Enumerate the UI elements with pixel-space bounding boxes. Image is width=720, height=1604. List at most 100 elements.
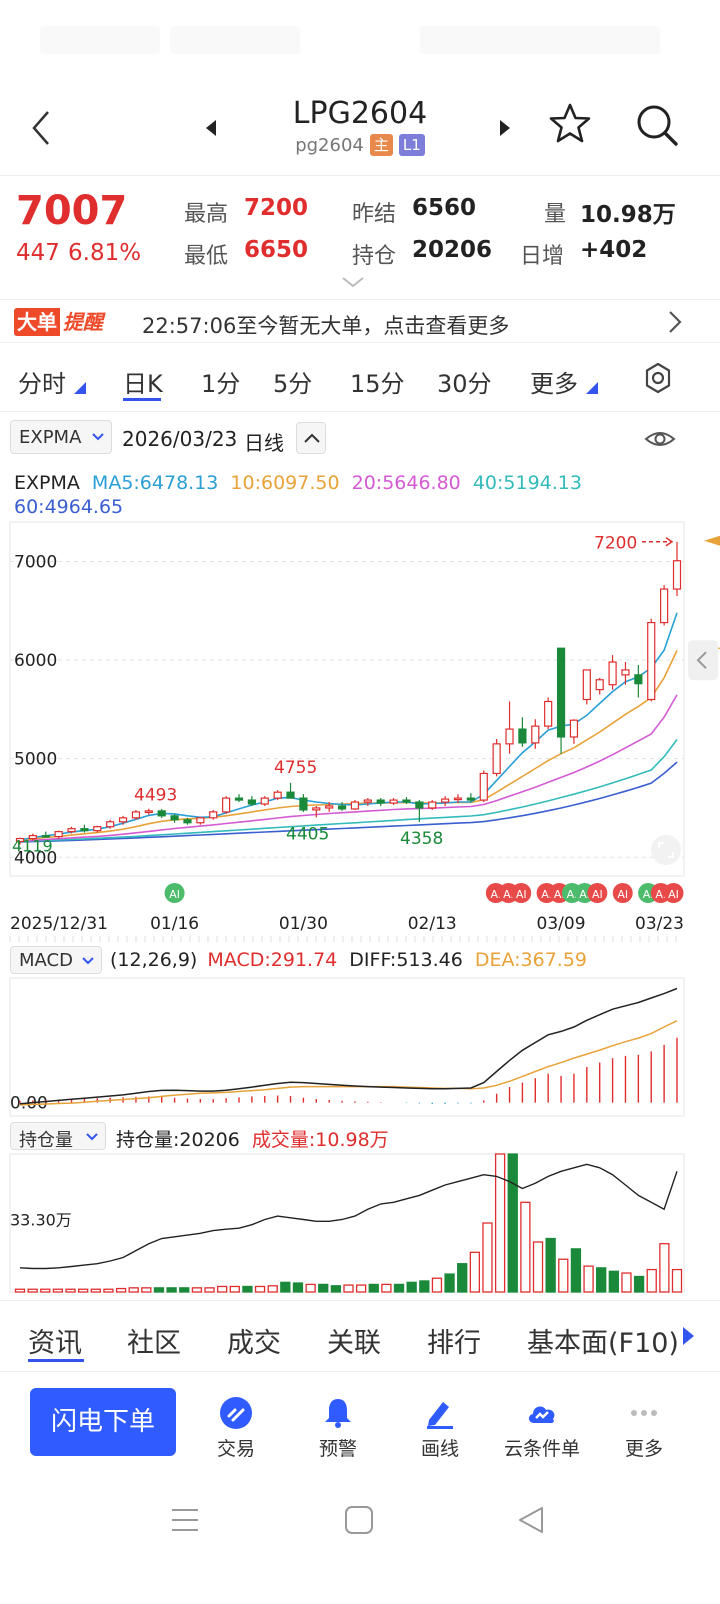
back-nav-icon[interactable] xyxy=(516,1504,546,1536)
trade-button[interactable]: 交易 xyxy=(188,1396,284,1461)
more-actions-button[interactable]: 更多 xyxy=(596,1396,692,1461)
high-annotation: 7200 xyxy=(594,534,637,554)
candle-body xyxy=(312,807,321,811)
oi-select[interactable]: 持仓量 xyxy=(10,1122,106,1151)
low-label: 最低 xyxy=(184,244,229,269)
collapse-button[interactable] xyxy=(296,422,326,454)
candle-body xyxy=(544,700,553,727)
candle-body xyxy=(222,797,231,813)
candle xyxy=(389,798,398,806)
tabs-scroll-right[interactable] xyxy=(680,1325,696,1351)
contract-title: LPG2604 xyxy=(292,96,428,131)
tab-news[interactable]: 资讯 xyxy=(28,1328,82,1359)
candle-body xyxy=(505,728,514,745)
candle-body xyxy=(428,801,437,809)
ai-badge-label: AI xyxy=(579,888,590,901)
volume-bar xyxy=(457,1263,468,1293)
menu-icon[interactable] xyxy=(170,1504,200,1536)
candle xyxy=(660,585,669,626)
back-button[interactable] xyxy=(22,104,62,152)
status-time-placeholder xyxy=(40,26,160,54)
chart-date: 2026/03/23 xyxy=(122,427,238,451)
volume-bar xyxy=(204,1287,215,1293)
flash-order-button[interactable]: 闪电下单 xyxy=(30,1388,176,1456)
ma20-line xyxy=(19,694,678,842)
candle-body xyxy=(569,719,579,738)
ai-badge[interactable] xyxy=(587,883,608,903)
ai-badge[interactable] xyxy=(164,883,185,903)
chevron-up-icon xyxy=(304,433,320,443)
candle xyxy=(234,794,244,803)
tab-related[interactable]: 关联 xyxy=(327,1328,381,1359)
triangle-right-icon xyxy=(683,1327,694,1345)
candle-body xyxy=(441,798,450,803)
candle xyxy=(28,833,37,841)
candle-body xyxy=(170,815,179,821)
y-tick-label: 7000 xyxy=(14,552,57,572)
indicator-select[interactable]: EXPMA xyxy=(10,420,112,454)
home-icon[interactable] xyxy=(343,1504,375,1536)
chevron-down-icon xyxy=(82,957,94,965)
candle-body xyxy=(106,821,115,828)
candle xyxy=(582,669,591,705)
candle xyxy=(196,816,205,825)
candle xyxy=(402,797,411,805)
candle xyxy=(672,541,682,596)
cloud-order-button[interactable]: 云条件单 xyxy=(494,1396,590,1461)
ai-badge-label: AI xyxy=(655,888,666,901)
macd-select-label: MACD xyxy=(19,950,73,971)
ai-badge[interactable] xyxy=(511,883,532,903)
fullscreen-button[interactable] xyxy=(651,835,681,865)
candle xyxy=(222,796,231,814)
chart-settings-button[interactable] xyxy=(642,362,674,398)
next-contract-button[interactable] xyxy=(490,110,520,146)
tab-30min[interactable]: 30分 xyxy=(437,370,492,398)
big-order-alert-bar[interactable]: 大单 提醒 22:57:06至今暂无大单，点击查看更多 xyxy=(0,299,720,343)
candle-body xyxy=(415,801,424,809)
candle xyxy=(595,677,604,695)
tab-more[interactable]: 更多 xyxy=(530,370,578,398)
macd-select[interactable]: MACD xyxy=(10,946,102,974)
tab-fundamentals[interactable]: 基本面(F10) xyxy=(527,1328,679,1359)
tab-15min[interactable]: 15分 xyxy=(350,370,405,398)
tab-timeshare[interactable]: 分时 xyxy=(18,370,66,398)
draw-line-button[interactable]: 画线 xyxy=(392,1396,488,1461)
tab-1min[interactable]: 1分 xyxy=(201,370,241,398)
open-interest-line xyxy=(19,1163,678,1270)
volume-bar xyxy=(608,1270,619,1293)
favorite-button[interactable] xyxy=(548,102,592,146)
volume-bar xyxy=(520,1201,531,1293)
tab-community[interactable]: 社区 xyxy=(127,1328,181,1359)
candlestick-chart[interactable]: 7000 6000 5000 4000 7200 4493 4755 4405 4358 4119 xyxy=(0,518,720,878)
candle xyxy=(544,697,553,730)
volume-bar xyxy=(431,1277,443,1293)
tab-ranking[interactable]: 排行 xyxy=(427,1328,481,1359)
candle-body xyxy=(518,728,527,744)
volume-oi-chart[interactable]: 33.30万 xyxy=(0,1152,720,1298)
ai-badge[interactable] xyxy=(612,883,633,903)
cloud-order-label: 云条件单 xyxy=(503,1438,580,1460)
candle-body xyxy=(299,797,308,811)
ai-badge[interactable] xyxy=(663,883,684,903)
side-drawer-handle[interactable] xyxy=(688,640,718,681)
system-nav-bar xyxy=(0,1490,720,1550)
expand-chevron[interactable] xyxy=(340,274,366,293)
tab-5min[interactable]: 5分 xyxy=(273,370,313,398)
ma20-value: 20:5646.80 xyxy=(351,472,461,494)
prev-contract-button[interactable] xyxy=(196,110,226,146)
candle xyxy=(518,717,527,747)
left-low-annotation: 4119 xyxy=(12,837,53,856)
ai-badge-label: AI xyxy=(643,888,654,901)
search-button[interactable] xyxy=(634,102,680,148)
tab-daily-k[interactable]: 日K xyxy=(123,370,163,398)
chevron-left-icon xyxy=(696,651,707,669)
candle-body xyxy=(247,799,256,805)
diff-line xyxy=(19,987,678,1105)
tab-trades[interactable]: 成交 xyxy=(227,1328,281,1359)
candle-body xyxy=(453,797,463,801)
volume-bar xyxy=(229,1285,240,1293)
visibility-toggle[interactable] xyxy=(644,426,676,456)
macd-chart[interactable]: 0.00 xyxy=(0,976,720,1118)
price-alert-button[interactable]: 预警 xyxy=(290,1396,386,1461)
candle-body xyxy=(118,817,128,823)
